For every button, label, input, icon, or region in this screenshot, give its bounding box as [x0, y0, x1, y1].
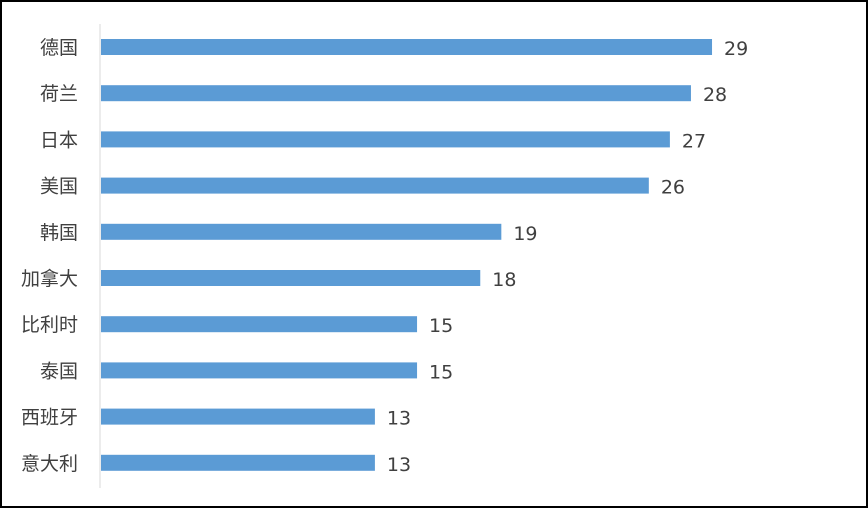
value-label: 19 — [513, 223, 537, 245]
value-label: 28 — [703, 84, 727, 106]
bar — [101, 223, 502, 240]
bar — [101, 362, 418, 379]
category-label: 美国 — [40, 176, 78, 198]
value-label: 15 — [429, 315, 453, 337]
bars-group — [101, 39, 713, 471]
category-label: 泰国 — [40, 360, 78, 382]
category-label: 荷兰 — [40, 83, 78, 105]
bar — [101, 131, 670, 148]
value-label: 27 — [682, 130, 706, 152]
value-label: 15 — [429, 361, 453, 383]
value-label: 13 — [387, 408, 411, 430]
category-label: 比利时 — [21, 314, 78, 336]
value-label: 13 — [387, 454, 411, 476]
value-labels-group: 29 28 27 26 19 18 15 15 13 13 — [387, 38, 748, 476]
value-label: 18 — [492, 269, 516, 291]
category-label: 加拿大 — [21, 267, 78, 290]
bar — [101, 177, 649, 194]
bar — [101, 85, 691, 102]
value-label: 26 — [661, 177, 685, 199]
value-label: 29 — [724, 38, 748, 60]
category-label: 韩国 — [40, 222, 78, 244]
category-label: 日本 — [40, 129, 78, 151]
category-label: 德国 — [40, 37, 78, 59]
bar — [101, 270, 481, 286]
category-label: 西班牙 — [21, 407, 78, 429]
bar — [101, 408, 375, 425]
bar — [101, 39, 713, 55]
category-label: 意大利 — [21, 453, 78, 475]
bar — [101, 454, 375, 471]
bar — [101, 316, 418, 333]
